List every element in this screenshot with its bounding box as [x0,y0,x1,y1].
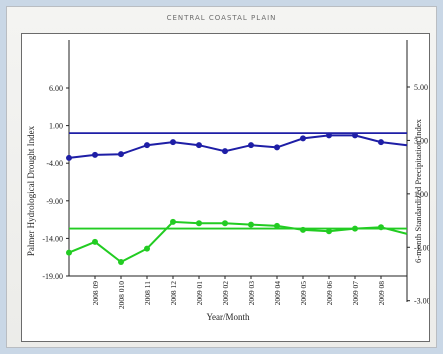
spi-data-point [352,225,358,232]
x-axis-tick-label: 2009 05 [299,281,308,306]
left-axis-tick-label: -9.00 [46,197,63,206]
y-axis-label-right: 6-month Standardized Precipitation Index [413,118,423,263]
right-axis-tick-label: -1.000 [414,243,429,252]
phdi-data-point [222,148,228,155]
spi-data-point [274,222,280,229]
left-axis-tick-label: 6.00 [49,84,63,93]
spi-series-line [68,220,408,264]
x-axis-tick-label: 2009 03 [247,281,256,306]
spi-data-point [170,218,176,225]
left-axis-tick-label: 1.00 [49,122,63,131]
phdi-data-point [300,135,306,142]
x-axis-tick-label: 2009 04 [273,281,282,306]
x-axis-label: Year/Month [206,312,250,322]
left-axis-tick-label: -19.00 [42,272,63,281]
left-axis-tick-label: -4.00 [46,159,63,168]
right-axis-tick-label: 5.00 [414,83,428,92]
x-axis-tick-label: 2008 09 [91,281,100,306]
right-axis-tick-label: 3.00 [414,136,428,145]
spi-data-point [248,221,254,228]
phdi-data-point [144,142,150,149]
phdi-data-point [170,139,176,146]
spi-data-point [144,245,150,252]
chart-box: Palmer Hydrological Drought Index 6-mont… [21,33,430,342]
phdi-data-point [326,132,332,139]
phdi-data-point [274,144,280,151]
spi-data-point [300,226,306,233]
phdi-data-point [92,151,98,158]
right-axis-tick-label: 1.00 [414,190,428,199]
panel-title: CENTRAL COASTAL PLAIN [166,14,277,22]
x-axis-tick-label: 2009 06 [325,281,334,306]
phdi-data-point [196,142,202,149]
right-axis-tick-label: -3.00 [414,297,429,306]
spi-data-point [196,220,202,227]
spi-data-point [378,224,384,231]
x-axis-tick-label: 2009 08 [377,281,386,306]
x-axis-tick-label: 2009 01 [195,281,204,306]
drought-chart: Palmer Hydrological Drought Index 6-mont… [26,40,429,322]
y-axis-label-left: Palmer Hydrological Drought Index [26,125,36,256]
phdi-data-point [118,151,124,158]
spi-data-point [92,238,98,245]
phdi-data-point [352,132,358,139]
x-axis-tick-label: 2009 07 [351,281,360,306]
x-axis-tick-label: 2008 12 [169,281,178,306]
x-axis-tick-label: 2009 02 [221,281,230,306]
phdi-data-point [248,142,254,149]
x-axis-tick-label: 2008 11 [143,281,152,305]
phdi-data-point [66,154,72,161]
phdi-data-point [378,139,384,146]
spi-data-point [326,228,332,235]
x-axis-tick-label: 2008 010 [117,281,126,309]
left-axis-tick-label: -14.00 [42,234,63,243]
phdi-series-line [68,134,408,159]
spi-data-point [222,220,228,227]
spi-data-point [118,258,124,265]
panel: CENTRAL COASTAL PLAIN Palmer Hydrologica… [6,6,437,348]
spi-data-point [66,249,72,256]
